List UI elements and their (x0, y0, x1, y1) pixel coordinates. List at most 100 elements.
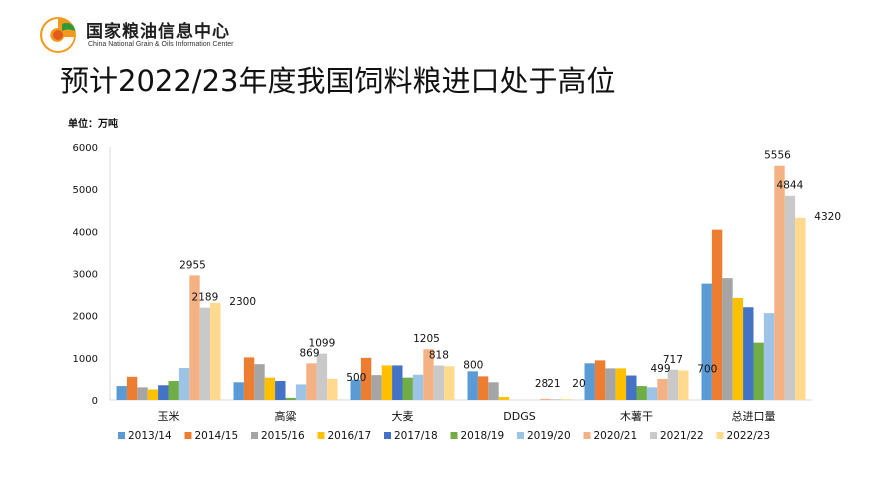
bar (254, 364, 265, 400)
data-label: 4320 (814, 211, 841, 223)
bar (210, 303, 221, 400)
y-tick-label: 0 (92, 396, 98, 407)
bar (636, 386, 647, 400)
data-label: 2189 (192, 292, 219, 304)
legend-label: 2014/15 (195, 430, 239, 442)
bar (168, 381, 179, 400)
bar (147, 389, 159, 400)
bar (477, 376, 489, 400)
legend-label: 2015/16 (261, 430, 305, 442)
bar (285, 397, 296, 400)
legend-label: 2016/17 (328, 430, 372, 442)
legend-swatch (184, 432, 192, 439)
bar (137, 387, 148, 400)
bar (701, 283, 712, 400)
bar (126, 376, 138, 400)
data-label: 700 (697, 363, 717, 375)
legend-label: 2022/23 (727, 430, 771, 442)
bar (774, 165, 785, 400)
data-label: 2300 (229, 296, 256, 308)
legend-swatch (384, 432, 391, 439)
bar (275, 381, 286, 400)
data-label: 4844 (777, 180, 804, 192)
logo-name-cn: 国家粮油信息中心 (86, 22, 230, 42)
y-tick-label: 3000 (73, 270, 98, 281)
bars (116, 165, 806, 400)
bar (784, 195, 796, 400)
bar (158, 385, 169, 400)
bar (795, 217, 806, 400)
bar (316, 353, 328, 400)
legend-label: 2018/19 (461, 430, 505, 442)
bar (646, 387, 658, 400)
bar (199, 307, 211, 400)
data-label: 818 (429, 350, 449, 362)
legend-label: 2021/22 (660, 430, 704, 442)
bar (498, 397, 510, 400)
legend: 2013/14 2014/15 2015/16 2016/17 2017/18 2018/… (118, 430, 770, 442)
bar (540, 398, 551, 400)
x-axis: 玉米 高粱 大麦 DDGS 木薯干 总进口量 (110, 399, 812, 423)
bar (178, 367, 190, 400)
bar (667, 369, 679, 400)
x-tick-label: DDGS (503, 410, 535, 423)
data-label: 800 (463, 359, 483, 371)
legend-swatch (517, 432, 524, 439)
x-tick-label: 大麦 (392, 409, 414, 423)
bar (594, 360, 606, 400)
legend-swatch (118, 432, 125, 439)
bar (605, 368, 616, 400)
bar (116, 386, 127, 400)
bar (295, 384, 307, 400)
y-tick-label: 4000 (73, 227, 98, 238)
legend-label: 2017/18 (394, 430, 438, 442)
legend-swatch (450, 432, 458, 439)
bar (763, 313, 775, 400)
bar (264, 377, 276, 400)
x-tick-label: 高粱 (275, 409, 297, 423)
bar (189, 275, 200, 400)
y-tick-label: 6000 (73, 143, 98, 154)
bar (743, 307, 754, 400)
bar (722, 278, 733, 400)
grain-logo-icon (40, 17, 76, 53)
bar (233, 382, 244, 400)
x-tick-label: 木薯干 (620, 410, 653, 423)
data-label: 5556 (764, 150, 791, 162)
data-label: 2955 (179, 259, 206, 271)
legend-swatch (583, 432, 591, 439)
bar (327, 378, 338, 400)
bar (711, 229, 723, 400)
legend-swatch (251, 432, 258, 439)
bar (412, 374, 424, 400)
bar (584, 363, 595, 400)
bar (615, 368, 627, 400)
legend-swatch (650, 432, 657, 439)
bar (678, 370, 689, 400)
bar (467, 371, 478, 400)
legend-swatch (716, 432, 724, 439)
bar (550, 399, 562, 400)
slide-title: 预计2022/23年度我国饲料粮进口处于高位 (60, 64, 616, 98)
bar (371, 375, 382, 400)
x-tick-label: 总进口量 (732, 409, 776, 423)
bar (243, 357, 255, 400)
legend-swatch (317, 432, 325, 439)
data-label: 500 (346, 372, 366, 384)
data-label: 869 (299, 347, 319, 359)
data-label: 1099 (309, 338, 336, 350)
y-tick-label: 5000 (73, 185, 98, 196)
bar (657, 378, 668, 400)
bar (360, 357, 372, 400)
bar (350, 379, 361, 400)
legend-label: 2019/20 (527, 430, 571, 442)
logo: 国家粮油信息中心 China National Grain & Oils Inf… (38, 15, 268, 55)
data-label: 20 (572, 378, 585, 390)
bar (626, 375, 637, 400)
bar (423, 349, 434, 400)
unit-label: 单位：万吨 (68, 119, 118, 130)
data-label: 499 (650, 363, 670, 375)
